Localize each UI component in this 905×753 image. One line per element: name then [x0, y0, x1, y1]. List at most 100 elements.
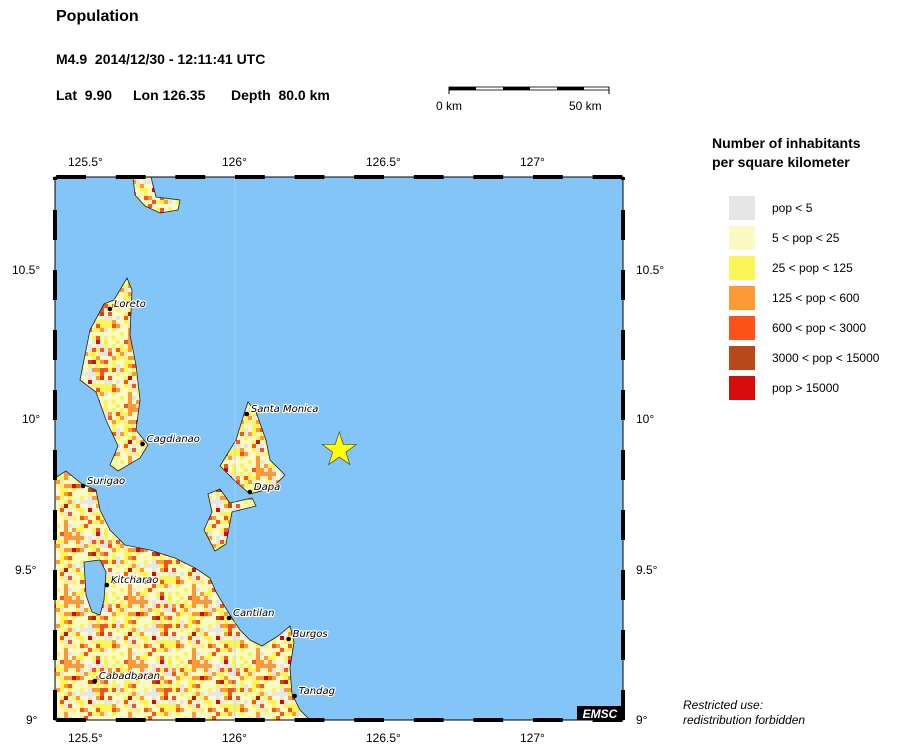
legend-item: 3000 < pop < 15000: [729, 346, 879, 370]
legend-swatch: [729, 196, 755, 220]
frame-segment: [294, 718, 325, 722]
frame-segment: [473, 175, 504, 179]
city-label: Burgos: [293, 629, 328, 640]
lat-tick-right: 9°: [636, 713, 648, 727]
legend-item: 25 < pop < 125: [729, 256, 853, 280]
city-dot: [247, 489, 253, 495]
lon-tick-top: 126.5°: [366, 155, 401, 169]
legend-item: 125 < pop < 600: [729, 286, 859, 310]
city-dot: [92, 678, 98, 684]
city-dot: [104, 582, 110, 588]
frame-segment: [621, 510, 625, 540]
legend-title-line2: per square kilometer: [712, 154, 850, 170]
city-dot: [292, 693, 297, 699]
emsc-logo-text: EMSC: [583, 707, 618, 721]
city-label: Santa Monica: [251, 404, 319, 415]
legend-swatch: [729, 346, 755, 370]
frame-segment: [115, 175, 146, 179]
city-label: Cantilan: [233, 608, 274, 619]
legend-label: 600 < pop < 3000: [772, 321, 867, 335]
frame-segment: [473, 718, 504, 722]
frame-segment: [53, 177, 57, 180]
legend-item: pop > 15000: [729, 376, 839, 400]
legend-label: pop < 5: [772, 201, 813, 215]
lon-tick-bottom: 126°: [222, 731, 247, 745]
frame-segment: [354, 175, 384, 179]
legend-swatch: [729, 376, 755, 400]
land-areas: [54, 176, 311, 721]
legend-item: 5 < pop < 25: [729, 226, 839, 250]
lon-tick-bottom: 126.5°: [366, 731, 401, 745]
frame-segment: [53, 570, 57, 600]
event-lat: Lat 9.90: [56, 87, 113, 103]
city-dot: [286, 636, 291, 642]
lon-tick-top: 125.5°: [68, 155, 103, 169]
frame-segment: [621, 177, 625, 180]
frame-segment: [621, 630, 625, 660]
event-depth: Depth 80.0 km: [231, 87, 330, 103]
frame-segment: [234, 718, 265, 722]
frame-segment: [621, 690, 625, 720]
event-info: M4.9 2014/12/30 - 12:11:41 UTC: [56, 51, 266, 67]
frame-segment: [592, 175, 623, 179]
scale-end-label: 50 km: [569, 99, 602, 113]
lat-tick-right: 10.5°: [636, 263, 665, 277]
lat-tick-left: 9°: [26, 713, 38, 727]
city-label: Cabadbaran: [99, 671, 160, 682]
lat-tick-right: 9.5°: [636, 563, 658, 577]
frame-segment: [294, 175, 325, 179]
city-label: Dapa: [254, 482, 280, 493]
frame-segment: [621, 390, 625, 420]
frame-segment: [621, 450, 625, 480]
frame-segment: [53, 210, 57, 240]
frame-segment: [234, 175, 265, 179]
frame-segment: [354, 718, 384, 722]
city-dot: [244, 411, 250, 417]
city-dot: [226, 615, 232, 621]
legend-swatch: [729, 286, 755, 310]
frame-segment: [621, 210, 625, 240]
event-lon: Lon 126.35: [133, 87, 206, 103]
legend-title-line1: Number of inhabitants: [712, 135, 861, 151]
scale-bar: [448, 86, 610, 94]
lat-tick-right: 10°: [636, 412, 655, 426]
city-label: Surigao: [87, 476, 125, 487]
frame-segment: [56, 718, 86, 722]
land-siargao: [219, 401, 286, 495]
legend-label: 5 < pop < 25: [772, 231, 840, 245]
city-markers: Loreto Cagdianao Surigao Santa Monica Dapa Ki…: [80, 298, 336, 699]
frame-segment: [532, 718, 563, 722]
legend-label: 3000 < pop < 15000: [772, 351, 880, 365]
frame-segment: [621, 330, 625, 360]
city-label: Tandag: [299, 686, 335, 697]
legend-label: pop > 15000: [772, 381, 840, 395]
scale-start-label: 0 km: [436, 99, 463, 113]
lon-tick-top: 126°: [222, 155, 247, 169]
land-north-island: [132, 176, 181, 214]
frame-segment: [56, 175, 86, 179]
lat-tick-left: 9.5°: [15, 563, 37, 577]
city-label: Kitcharao: [111, 575, 159, 586]
frame-segment: [413, 718, 444, 722]
frame-segment: [413, 175, 444, 179]
lat-tick-left: 10.5°: [12, 263, 41, 277]
lat-tick-left: 10°: [22, 412, 41, 426]
frame-segment: [53, 450, 57, 480]
frame-segment: [621, 270, 625, 300]
lon-tick-bottom: 127°: [520, 731, 545, 745]
frame-segment: [175, 718, 206, 722]
city-label: Cagdianao: [147, 434, 200, 445]
legend-item: 600 < pop < 3000: [729, 316, 866, 340]
city-dot: [107, 306, 113, 312]
city-dot: [80, 483, 86, 489]
frame-segment: [532, 175, 563, 179]
frame-segment: [53, 510, 57, 540]
lon-tick-top: 127°: [520, 155, 545, 169]
epicenter-star-icon[interactable]: [321, 430, 358, 466]
emsc-logo: [577, 706, 623, 720]
map-frame: [53, 175, 625, 722]
legend-title: Number of inhabitants per square kilomet…: [712, 134, 861, 172]
legend-swatch: [729, 226, 755, 250]
city-dot: [140, 441, 145, 447]
